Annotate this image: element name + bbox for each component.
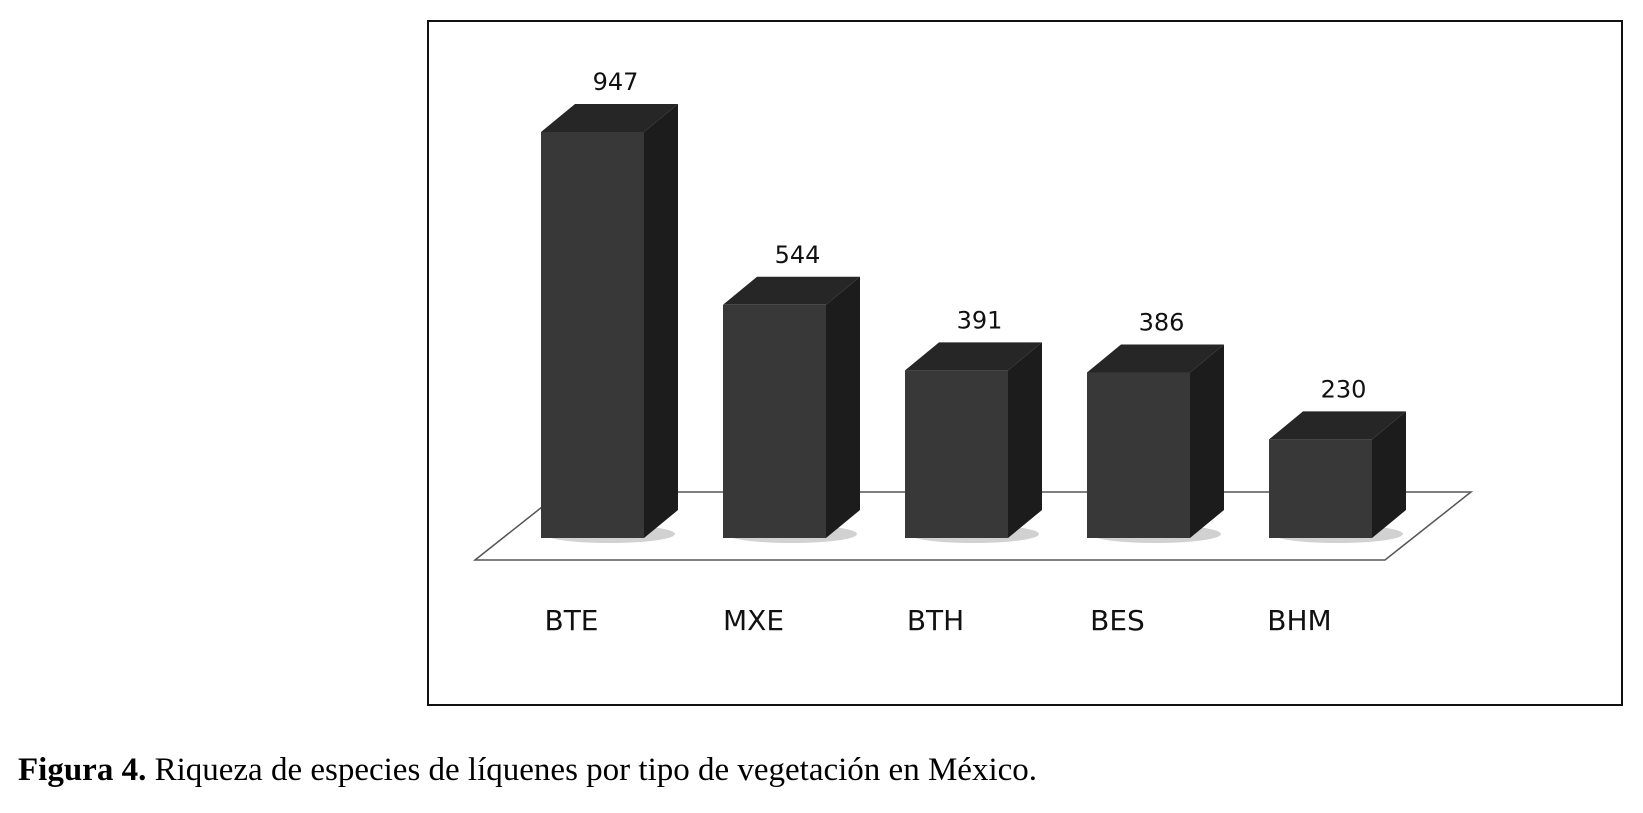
category-label: MXE [723, 604, 784, 637]
bar-bhm [1269, 411, 1406, 543]
value-label: 386 [1139, 309, 1185, 337]
bar-top [1087, 344, 1224, 373]
category-label: BTH [907, 604, 964, 637]
bar-side [644, 104, 678, 538]
bar-top [905, 342, 1042, 371]
bars-group [541, 104, 1406, 543]
value-labels-group: 947 544 391 386 230 [593, 68, 1367, 403]
bar-bth [905, 342, 1042, 543]
bar-front [905, 370, 1008, 538]
bar-top [1269, 411, 1406, 440]
bar-mxe [723, 276, 860, 543]
caption-text: Riqueza de especies de líquenes por tipo… [146, 752, 1038, 788]
bar-bes [1087, 344, 1224, 543]
bar-front [541, 132, 644, 538]
value-label: 230 [1321, 375, 1367, 403]
bar-front [723, 304, 826, 538]
value-label: 544 [775, 241, 821, 269]
bar-top [723, 276, 860, 305]
bar-bte [541, 104, 678, 543]
caption-label: Figura 4. [18, 752, 147, 788]
value-label: 391 [957, 306, 1003, 334]
figure-caption: Figura 4. Riqueza de especies de líquene… [18, 752, 1037, 789]
category-label: BES [1090, 604, 1145, 637]
bar-side [1008, 342, 1042, 538]
value-label: 947 [593, 68, 639, 96]
bar-front [1269, 439, 1372, 538]
chart-frame: 947 544 391 386 230 BTE MXE BTH BES BHM [427, 20, 1623, 706]
bar-side [1190, 344, 1224, 538]
bar-chart: 947 544 391 386 230 BTE MXE BTH BES BHM [472, 68, 1474, 637]
bar-top [541, 104, 678, 132]
bar-side [826, 276, 860, 538]
category-labels-group: BTE MXE BTH BES BHM [544, 604, 1331, 637]
bar-side [1372, 411, 1406, 538]
category-label: BHM [1267, 604, 1331, 637]
bar-front [1087, 372, 1190, 538]
category-label: BTE [544, 604, 598, 637]
